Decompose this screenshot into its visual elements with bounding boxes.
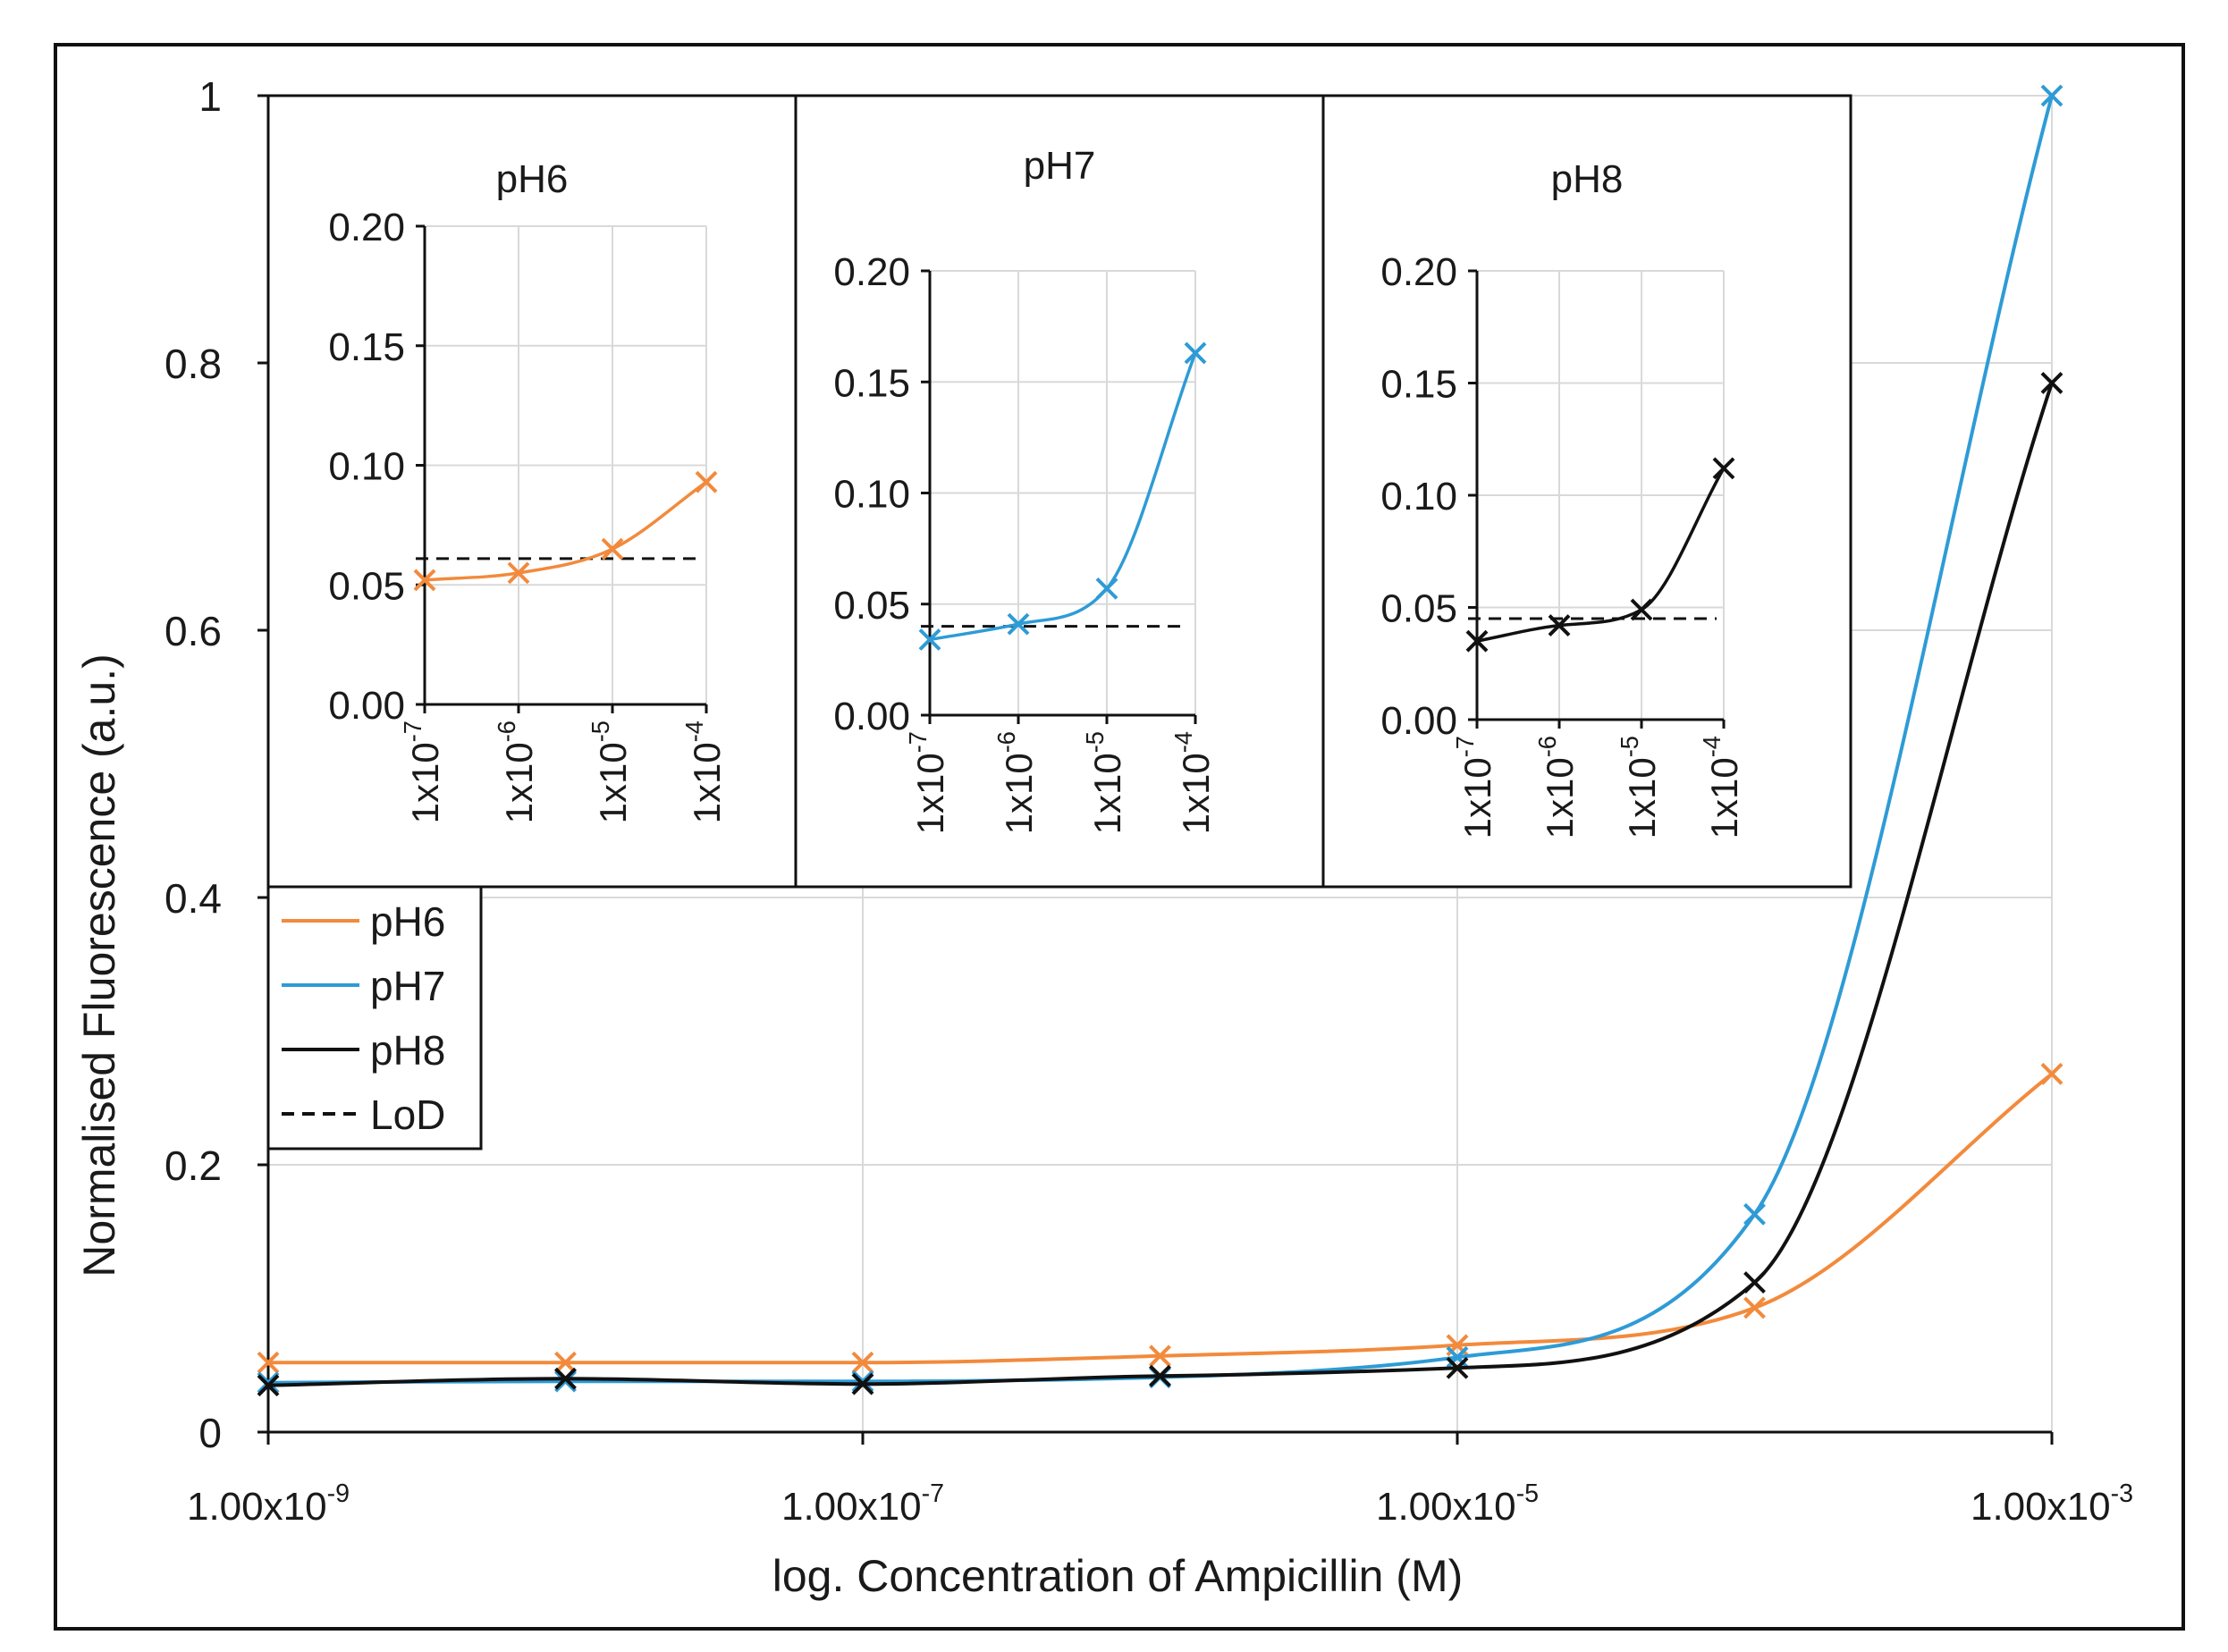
inset-title: pH7	[1024, 144, 1096, 188]
inset-x-tick-label: 1x10-6	[992, 731, 1040, 834]
x-tick-label: 1.00x10-3	[1971, 1479, 2133, 1529]
legend-label-pH6: pH6	[370, 898, 445, 945]
marker-pH6	[1743, 1296, 1766, 1319]
y-tick-label: 0.4	[165, 875, 222, 922]
inset-y-tick-label: 0.10	[833, 473, 910, 517]
inset-pH7: pH7 0.00 0.05 0.10 0.15 0.20 1x10-7 1x10-6 1x10-…	[794, 94, 1325, 889]
marker-pH6	[2040, 1062, 2063, 1085]
inset-series-line	[1476, 468, 1726, 643]
marker-pH8	[257, 1374, 280, 1397]
y-tick-label: 0.8	[165, 341, 222, 387]
x-tick-label: 1.00x10-7	[781, 1479, 944, 1529]
inset-marker	[1095, 577, 1118, 600]
legend-label-pH7: pH7	[370, 963, 445, 1009]
inset-y-tick-label: 0.10	[328, 445, 405, 489]
inset-title: pH8	[1551, 157, 1624, 201]
main-ticks: 0 0.2 0.4 0.6 0.8 1 1.00x10-9 1.00x10-7 1.00x10-…	[165, 73, 2133, 1529]
inset-x-tick-label: 1x10-7	[1451, 736, 1498, 839]
inset-y-tick-label: 0.00	[833, 695, 910, 738]
marker-pH7	[2040, 84, 2063, 107]
inset-x-tick-label: 1x10-7	[399, 721, 446, 823]
inset-marker	[695, 470, 718, 493]
inset-marker	[1184, 341, 1207, 365]
series-line-pH8	[267, 382, 2054, 1387]
legend-box	[266, 885, 483, 1150]
inset-y-tick-label: 0.05	[1380, 587, 1457, 631]
y-tick-label: 0.6	[165, 608, 222, 654]
legend-label-LoD: LoD	[370, 1092, 445, 1138]
marker-pH7	[1743, 1202, 1766, 1226]
inset-y-tick-label: 0.10	[1380, 475, 1457, 518]
inset-marker	[1465, 629, 1489, 653]
inset-y-tick-label: 0.20	[833, 250, 910, 294]
inset-x-tick-label: 1x10-6	[493, 721, 540, 823]
y-tick-label: 1	[198, 73, 222, 120]
x-axis-label: log. Concentration of Ampicillin (M)	[772, 1551, 1464, 1601]
inset-frame	[794, 94, 1325, 889]
inset-y-tick-label: 0.20	[1380, 250, 1457, 294]
marker-pH7	[257, 1371, 280, 1395]
inset-y-tick-label: 0.00	[1380, 699, 1457, 743]
marker-pH6	[554, 1351, 577, 1374]
inset-pH6: pH6 0.00 0.05 0.10 0.15 0.20 1x10-7 1x10-6 1x10-…	[266, 94, 798, 889]
inset-x-tick-label: 1x10-4	[1169, 731, 1217, 834]
inset-x-tick-label: 1x10-7	[904, 731, 951, 834]
inset-marker	[1007, 612, 1030, 636]
inset-y-tick-label: 0.00	[328, 684, 405, 728]
inset-x-tick-label: 1x10-5	[1081, 731, 1128, 834]
inset-marker	[1712, 457, 1735, 480]
inset-x-tick-label: 1x10-4	[1698, 736, 1745, 839]
inset-y-tick-label: 0.15	[833, 361, 910, 405]
inset-marker	[413, 569, 436, 592]
inset-marker	[918, 628, 941, 651]
legend: pH6 pH7 pH8 LoD	[266, 885, 483, 1150]
marker-pH6	[1149, 1344, 1171, 1368]
inset-marker	[507, 561, 530, 585]
y-tick-label: 0.2	[165, 1142, 222, 1189]
inset-y-tick-label: 0.05	[833, 584, 910, 628]
marker-pH7	[554, 1370, 577, 1393]
marker-pH8	[1743, 1271, 1766, 1294]
marker-pH8	[2040, 372, 2063, 394]
marker-pH6	[257, 1351, 280, 1374]
inset-series-line	[929, 352, 1197, 642]
marker-pH8	[1446, 1356, 1469, 1379]
marker-pH7	[851, 1370, 874, 1393]
legend-label-pH8: pH8	[370, 1027, 445, 1074]
x-tick-label: 1.00x10-9	[187, 1479, 350, 1529]
inset-marker	[1630, 598, 1653, 621]
inset-x-tick-label: 1x10-4	[680, 721, 728, 823]
inset-y-tick-label: 0.20	[328, 206, 405, 249]
inset-series-line	[424, 480, 708, 582]
inset-marker	[601, 537, 624, 560]
inset-title: pH6	[496, 157, 569, 201]
inset-x-tick-label: 1x10-5	[587, 721, 634, 823]
inset-marker	[1548, 614, 1571, 636]
inset-x-tick-label: 1x10-6	[1533, 736, 1581, 839]
y-axis-label: Normalised Fluorescence (a.u.)	[74, 653, 124, 1277]
marker-pH8	[554, 1367, 577, 1390]
marker-pH8	[1149, 1364, 1171, 1387]
inset-frame	[1321, 94, 1852, 889]
y-tick-label: 0	[198, 1410, 222, 1456]
inset-x-tick-label: 1x10-5	[1616, 736, 1663, 839]
insets: pH6 0.00 0.05 0.10 0.15 0.20 1x10-7 1x10-6 1x10-…	[266, 94, 1852, 889]
inset-pH8: pH8 0.00 0.05 0.10 0.15 0.20 1x10-7 1x10-6 1x10-…	[1321, 94, 1852, 889]
inset-y-tick-label: 0.05	[328, 564, 405, 608]
marker-pH8	[851, 1372, 874, 1395]
x-tick-label: 1.00x10-5	[1376, 1479, 1539, 1529]
marker-pH6	[851, 1351, 874, 1374]
inset-y-tick-label: 0.15	[328, 325, 405, 369]
inset-frame	[266, 94, 798, 889]
main-series	[257, 84, 2063, 1397]
inset-y-tick-label: 0.15	[1380, 363, 1457, 407]
